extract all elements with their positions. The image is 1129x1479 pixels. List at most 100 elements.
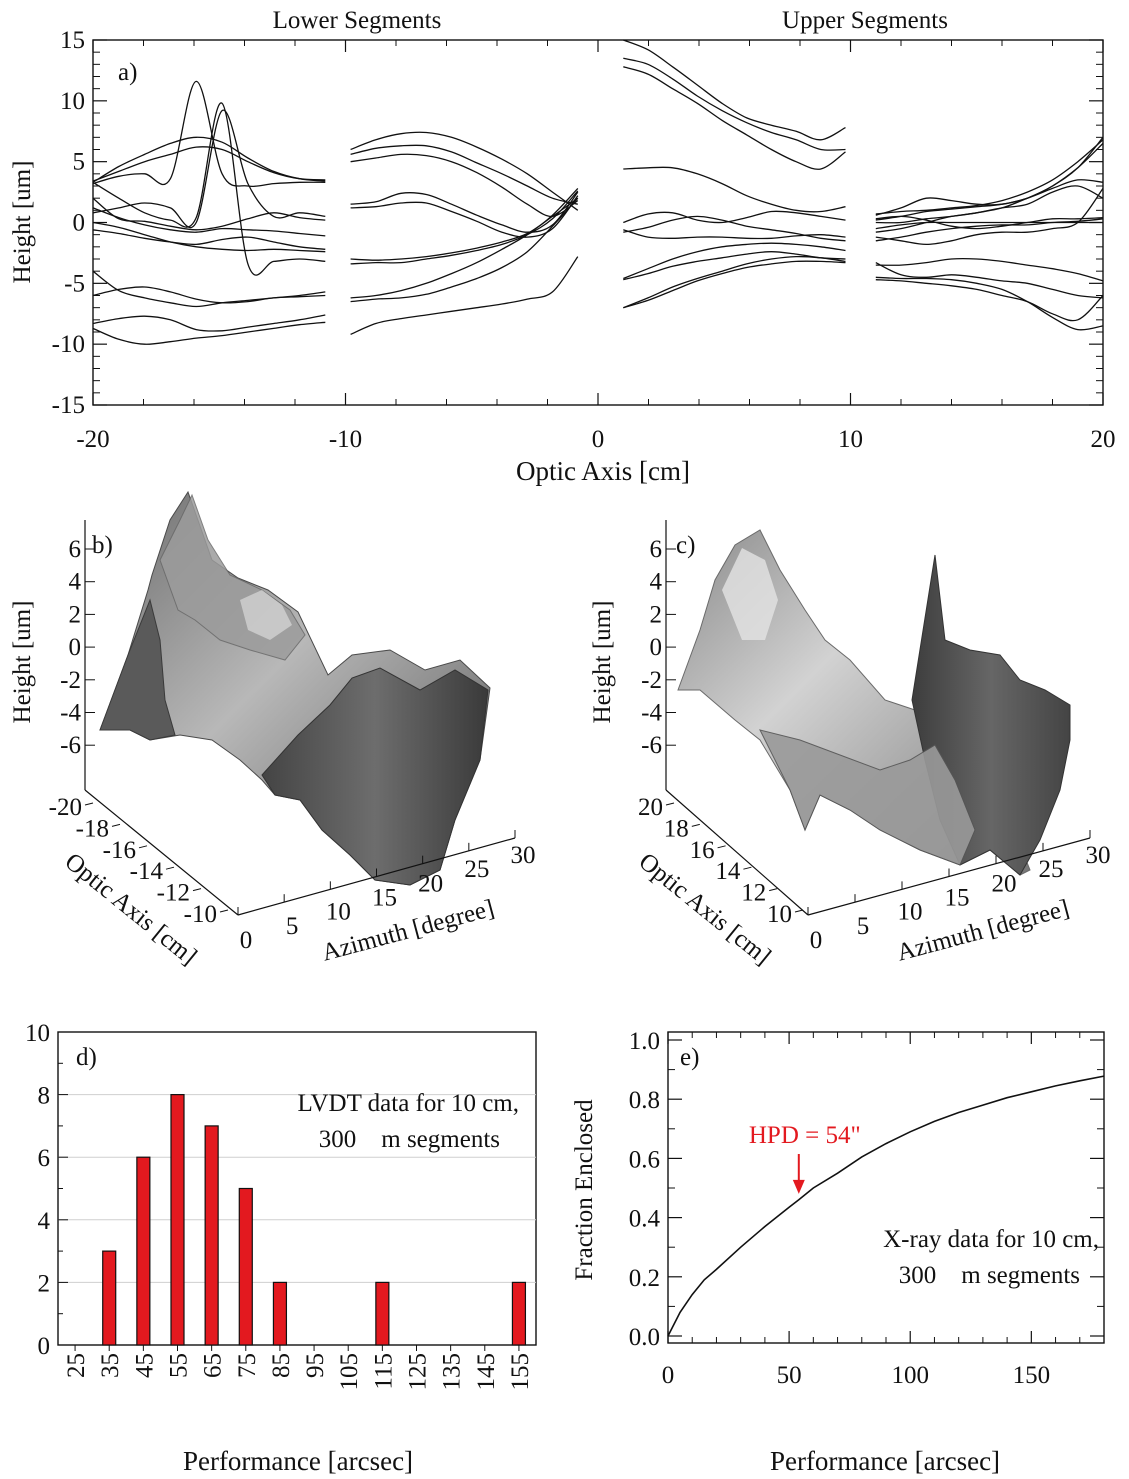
- panel-c-xtick-label: 16: [690, 837, 715, 864]
- panel-c-ztick-label: -6: [641, 732, 662, 759]
- panel-b-xtick-label: -14: [130, 858, 164, 885]
- panel-c-xtick-label: 14: [715, 858, 741, 885]
- panel-d-annotation-line1: LVDT data for 10 cm,: [298, 1090, 519, 1117]
- panel-a-xtick-label: -20: [76, 426, 109, 453]
- panel-c-ytick-label: 10: [898, 899, 923, 926]
- panel-b-ztick-label: -4: [60, 700, 81, 727]
- panel-d-xtick-label: 65: [200, 1353, 227, 1378]
- panel-d-bar: [136, 1156, 151, 1346]
- panel-e-label: e): [680, 1044, 699, 1071]
- panel-a-xtick-label: 10: [838, 426, 863, 453]
- panel-a-series-line: [350, 256, 579, 335]
- panel-a-series-line: [623, 166, 846, 213]
- panel-e-ytick-label: 0.8: [629, 1087, 660, 1114]
- panel-a-series-line: [875, 218, 1104, 242]
- panel-e-xtick-label: 100: [891, 1362, 929, 1389]
- panel-d-xtick-label: 115: [370, 1353, 397, 1390]
- panel-d-xtick-label: 135: [439, 1353, 466, 1391]
- panel-a-series-line: [92, 221, 326, 253]
- panel-b-xtick: [165, 866, 175, 870]
- panel-a-series-line: [875, 185, 1104, 233]
- panel-a-series-line: [875, 257, 1104, 282]
- panel-a-series-line: [350, 187, 579, 299]
- panel-d-ytick-label: 8: [38, 1083, 51, 1110]
- panel-a-series-line: [350, 197, 579, 261]
- panel-b-ytick-label: 10: [326, 899, 351, 926]
- panel-d-xtick-label: 145: [473, 1353, 500, 1391]
- panel-a-series-line: [623, 215, 846, 242]
- panel-c-xtick-label: 18: [664, 815, 689, 842]
- panel-b-xtick: [138, 845, 148, 849]
- panel-d-xtick-label: 45: [131, 1353, 158, 1378]
- panel-b-zlabel: Height [um]: [9, 601, 36, 724]
- panel-c-xtick: [769, 888, 778, 892]
- title-upper-segments: Upper Segments: [782, 7, 948, 34]
- panel-b-ztick-label: -6: [60, 732, 81, 759]
- panel-e-ytick-label: 0.4: [629, 1206, 661, 1233]
- panel-a-series-line: [875, 276, 1104, 331]
- panel-c-label: c): [676, 532, 695, 559]
- panel-d-xtick-label: 85: [268, 1353, 295, 1378]
- panel-b-ztick-label: 2: [69, 601, 82, 628]
- panel-e-xtick-label: 150: [1013, 1362, 1051, 1389]
- panel-d-xtick-label: 105: [336, 1353, 363, 1391]
- panel-d-bar: [238, 1187, 253, 1346]
- panel-d-ytick-label: 4: [38, 1208, 51, 1235]
- panel-d-bar: [272, 1281, 288, 1346]
- panel-b-ytick-label: 5: [286, 913, 299, 940]
- panel-a-series-line: [92, 80, 326, 188]
- panel-b-ztick-label: 6: [69, 536, 82, 563]
- panel-a-series-line: [623, 255, 846, 309]
- panel-d-grid: [58, 1094, 536, 1283]
- panel-d-bar: [204, 1125, 219, 1346]
- panel-d-bar: [170, 1093, 185, 1346]
- panel-e-xtick-label: 0: [662, 1362, 675, 1389]
- panel-c-xtick: [743, 866, 752, 870]
- panel-e-xtick-label: 50: [777, 1362, 802, 1389]
- panel-c-ytick-label: 20: [992, 870, 1017, 897]
- panel-a-xlabel: Optic Axis [cm]: [516, 456, 690, 486]
- panel-a: Lower Segments Upper Segments -20 -10 0 10 2…: [9, 7, 1116, 486]
- panel-a-ticks: -20 -10 0 10 20 -15 -10 -5 0 5 10 15: [52, 27, 1116, 453]
- panel-d-xtick-label: 25: [63, 1353, 90, 1378]
- panel-c-surface-highlight: [722, 548, 778, 640]
- panel-b-ytick-label: 30: [511, 842, 536, 869]
- panel-d-bar: [102, 1250, 117, 1346]
- panel-d-bar: [511, 1281, 527, 1346]
- panel-d-ytick-label: 6: [38, 1145, 51, 1172]
- panel-b-label: b): [92, 532, 113, 559]
- panel-a-series-line: [875, 262, 1104, 299]
- panel-b-surface-highlight: [240, 590, 292, 640]
- panel-a-series-line: [875, 139, 1104, 215]
- panel-a-xtick-label: 0: [592, 426, 605, 453]
- panel-d-xtick-label: 125: [405, 1353, 432, 1391]
- panel-e-xlabel: Performance [arcsec]: [770, 1446, 1000, 1476]
- panel-a-series-line: [623, 57, 846, 151]
- panel-a-lines: [92, 39, 1104, 345]
- panel-a-series-line: [875, 188, 1104, 246]
- panel-e-frame: [667, 1031, 1105, 1344]
- panel-d-xtick-label: 95: [302, 1353, 329, 1378]
- panel-b-xtick: [192, 888, 202, 892]
- panel-c-ytick-label: 0: [810, 927, 823, 954]
- panel-c-ztick-label: -2: [641, 667, 662, 694]
- panel-a-series-line: [92, 102, 326, 276]
- panel-c-x-axis: [665, 789, 809, 916]
- panel-a-series-line: [623, 229, 846, 240]
- panel-b-ztick-label: 0: [69, 634, 82, 661]
- panel-c-ytick-label: 30: [1086, 842, 1111, 869]
- panel-c-ytick-label: 25: [1039, 856, 1064, 883]
- panel-a-series-line: [350, 190, 579, 265]
- panel-c-surface-front: [759, 729, 976, 866]
- panel-c-xtick: [665, 802, 675, 806]
- panel-d-bar: [375, 1281, 390, 1346]
- panel-b-x-axis: [84, 789, 239, 916]
- panel-c-xtick: [691, 823, 700, 827]
- panel-a-series-line: [350, 197, 579, 303]
- panel-b-surface-left: [99, 598, 176, 741]
- panel-d-label: d): [76, 1044, 97, 1071]
- panel-b-surface-front: [261, 667, 489, 886]
- panel-e-ytick-label: 0.0: [629, 1324, 660, 1351]
- panel-e-annotation-line1: X-ray data for 10 cm,: [883, 1226, 1099, 1253]
